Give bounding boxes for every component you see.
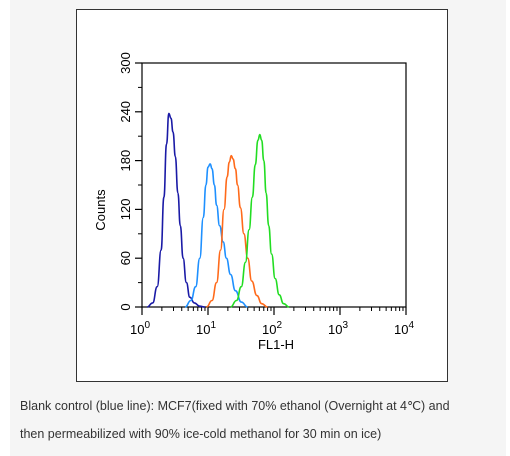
y-tick-label-0: 0: [118, 303, 133, 310]
caption-line-1: Blank control (blue line): MCF7(fixed wi…: [20, 399, 450, 413]
x-tick-label-4: 104: [394, 320, 414, 337]
histogram-curve-1: [184, 163, 248, 308]
y-tick-label-4: 240: [118, 101, 133, 123]
figure-frame: 100 101 102 103 104 0 60 120 180 240 300 FL1-H Count…: [76, 9, 448, 382]
figure-caption: Blank control (blue line): MCF7(fixed wi…: [20, 392, 508, 448]
x-tick-base-3: 10: [328, 322, 342, 337]
x-tick-base-1: 10: [196, 322, 210, 337]
x-axis-label: FL1-H: [258, 337, 294, 352]
y-tick-label-5: 300: [118, 52, 133, 74]
x-tick-label-1: 101: [196, 320, 216, 337]
caption-line-2: then permeabilized with 90% ice-cold met…: [20, 427, 382, 441]
x-tick-exponent-4: 4: [408, 320, 414, 331]
y-axis-label: Counts: [93, 189, 108, 231]
histogram-curve-3: [230, 133, 290, 308]
flow-cytometry-histogram: 100 101 102 103 104060120180240300FL1-HCount…: [93, 52, 414, 352]
x-tick-label-0: 100: [130, 320, 150, 337]
y-tick-label-2: 120: [118, 199, 133, 221]
x-tick-exponent-1: 1: [210, 320, 216, 331]
figure-panel: 100 101 102 103 104 0 60 120 180 240 300 FL1-H Count…: [10, 0, 506, 456]
x-tick-exponent-2: 2: [276, 320, 282, 331]
y-tick-label-3: 180: [118, 150, 133, 172]
x-tick-base-2: 10: [262, 322, 276, 337]
x-tick-base-0: 10: [130, 322, 144, 337]
x-tick-exponent-0: 0: [144, 320, 150, 331]
histogram-curve-0: [147, 112, 206, 308]
y-tick-label-1: 60: [118, 251, 133, 265]
x-tick-label-2: 102: [262, 320, 282, 337]
x-tick-label-3: 103: [328, 320, 348, 337]
x-tick-exponent-3: 3: [342, 320, 348, 331]
histogram-curve-2: [206, 154, 268, 308]
x-tick-base-4: 10: [394, 322, 408, 337]
